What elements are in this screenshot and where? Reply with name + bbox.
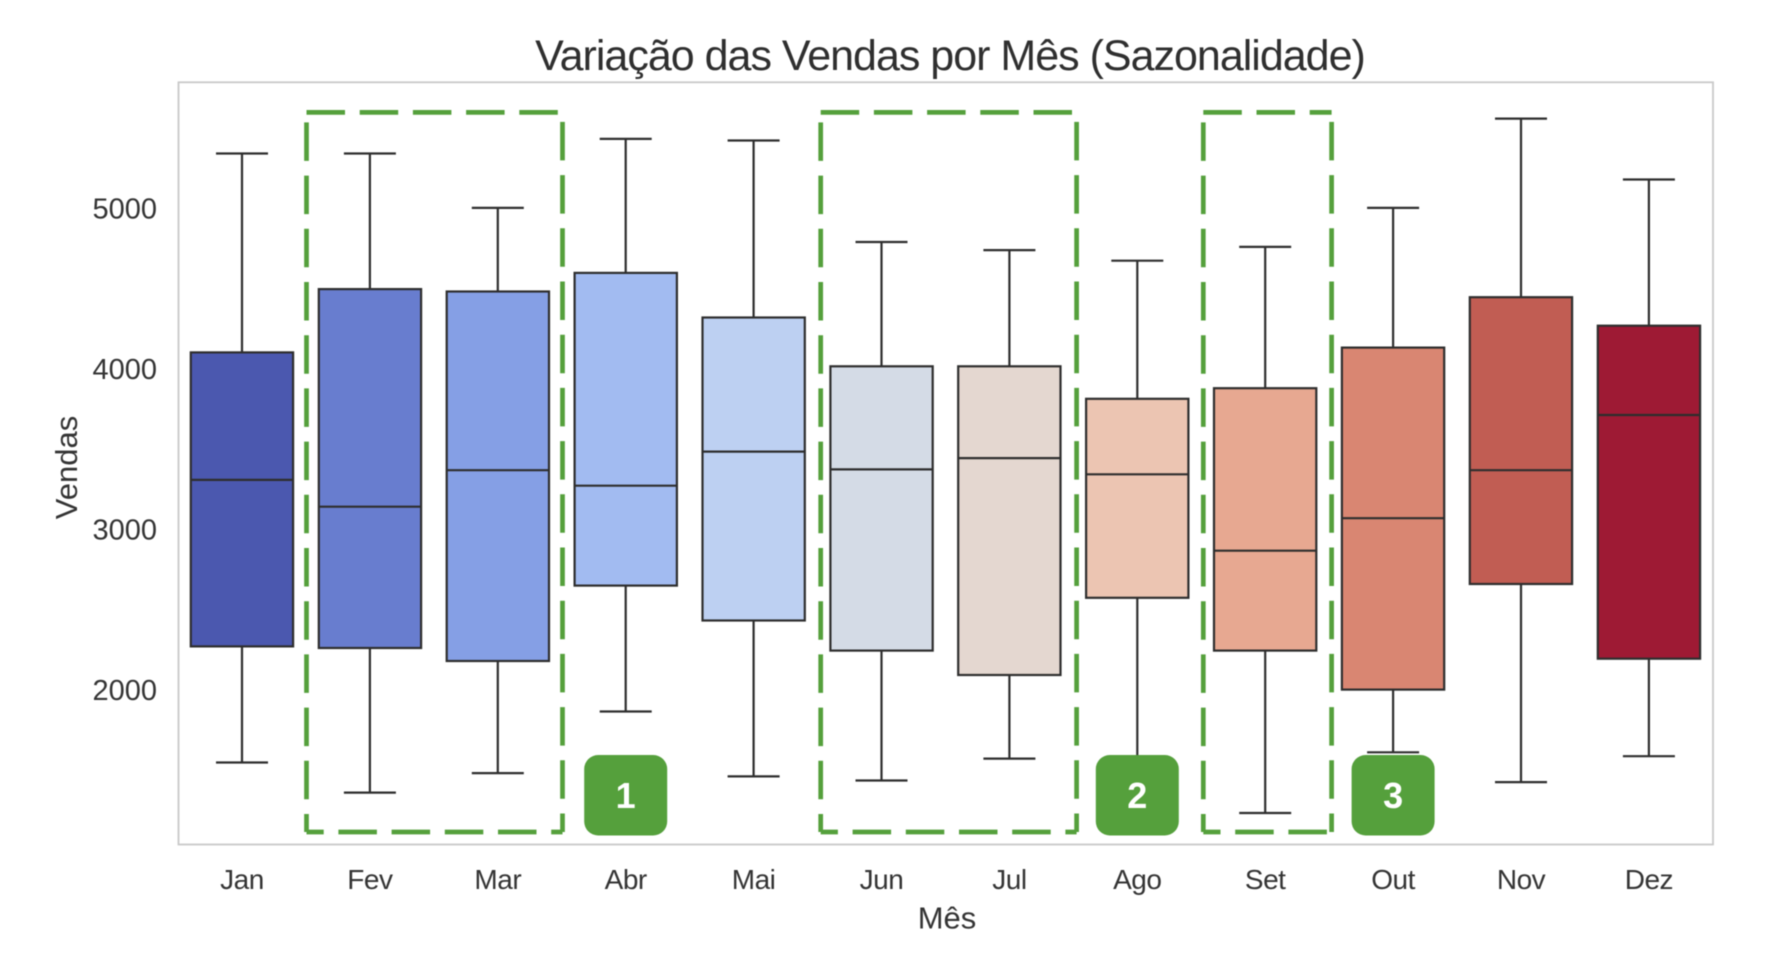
svg-text:5000: 5000 xyxy=(92,193,157,225)
svg-text:3000: 3000 xyxy=(92,515,157,547)
svg-text:Fev: Fev xyxy=(347,864,393,895)
svg-text:Mai: Mai xyxy=(732,864,776,895)
svg-text:2: 2 xyxy=(1127,775,1147,816)
svg-text:Ago: Ago xyxy=(1113,864,1161,895)
svg-text:2000: 2000 xyxy=(92,675,157,707)
svg-text:Variação das Vendas por Mês (S: Variação das Vendas por Mês (Sazonalidad… xyxy=(535,32,1365,80)
svg-text:Abr: Abr xyxy=(605,864,647,895)
svg-text:Mar: Mar xyxy=(474,864,521,895)
svg-text:4000: 4000 xyxy=(92,354,157,386)
svg-text:3: 3 xyxy=(1383,775,1403,816)
svg-text:Jan: Jan xyxy=(220,864,264,895)
svg-text:1: 1 xyxy=(616,775,636,816)
svg-text:Jul: Jul xyxy=(992,864,1026,895)
svg-text:Nov: Nov xyxy=(1497,864,1546,895)
svg-text:Mês: Mês xyxy=(918,901,977,936)
svg-text:Dez: Dez xyxy=(1625,864,1673,895)
svg-text:Set: Set xyxy=(1245,864,1286,895)
svg-text:Vendas: Vendas xyxy=(49,416,84,519)
svg-text:Out: Out xyxy=(1371,864,1415,895)
svg-text:Jun: Jun xyxy=(860,864,904,895)
